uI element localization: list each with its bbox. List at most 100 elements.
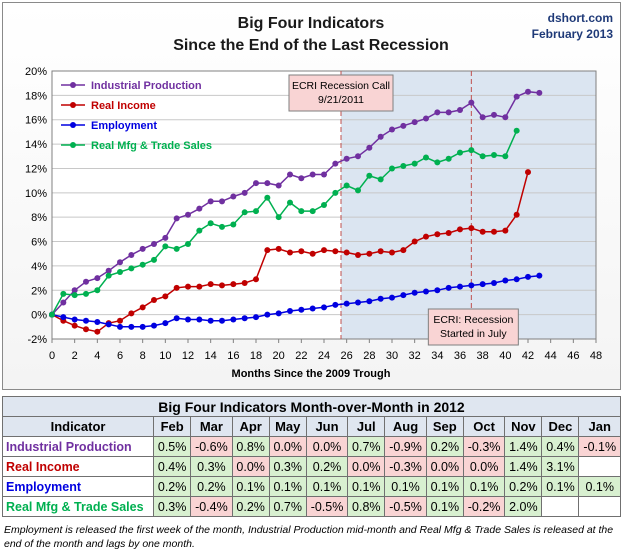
series-point [185,316,191,323]
series-point [253,314,259,321]
series-point [94,287,101,294]
table-cell: -0.1% [578,436,621,457]
series-point [513,127,520,134]
series-point [491,228,497,235]
legend-swatch-marker [70,142,76,148]
series-point [400,122,407,129]
x-axis-label: Months Since the 2009 Trough [232,368,391,380]
x-tick-label: 44 [545,350,557,362]
series-point [241,189,248,196]
series-point [457,149,463,156]
series-point [94,318,101,325]
x-tick-label: 38 [477,350,489,362]
series-point [105,267,112,274]
table-cell [578,496,621,517]
table-cell: 0.2% [190,476,233,497]
series-point [389,165,395,172]
x-tick-label: 46 [567,350,579,362]
series-point [332,189,339,196]
series-point [389,126,395,133]
series-point [298,248,305,255]
table-cell: 0.0% [462,456,506,477]
series-point [275,245,282,252]
table-cell: 0.1% [384,476,427,497]
series-point [162,320,169,327]
column-header: Jun [305,416,349,437]
series-point [230,193,237,200]
series-point [185,240,191,247]
y-tick-label: 2% [31,285,47,297]
series-point [196,316,203,323]
table-cell: 0.1% [231,476,270,497]
y-tick-label: 18% [25,90,47,102]
series-point [275,310,282,317]
table-cell: 0.2% [425,436,464,457]
series-point [491,111,497,118]
series-point [355,153,361,160]
table-cell: 0.1% [305,476,349,497]
recession-shading [341,71,596,339]
table-cell [578,456,621,477]
series-point [366,172,373,179]
series-point [230,281,237,288]
x-tick-label: 6 [117,350,123,362]
series-point [287,249,293,256]
table-cell: 0.0% [231,456,270,477]
month-over-month-table: Big Four Indicators Month-over-Month in … [1,396,621,517]
table-cell: 0.7% [268,496,307,517]
series-point [377,295,384,302]
table-cell: 0.7% [347,436,386,457]
x-tick-label: 48 [590,350,602,362]
series-point [355,187,361,194]
table-row: Real Mfg & Trade Sales 0.3% -0.4% 0.2% 0.7% -… [1,496,621,517]
annotation-box [427,308,519,346]
series-point [411,238,418,245]
series-point [264,311,271,318]
table-header-row: Indicator Feb Mar Apr May Jun Jul Aug Sep Oct Nov D… [1,416,621,437]
legend-swatch-marker [70,102,76,108]
monthly-table-wrapper: Big Four Indicators Month-over-Month in … [1,396,621,517]
x-tick-label: 28 [363,350,375,362]
series-point [321,247,327,254]
series-point [71,316,78,323]
legend-label: Real Mfg & Trade Sales [91,140,212,152]
series-point [196,283,203,290]
series-point [332,160,339,167]
row-label: Employment [1,476,155,497]
x-tick-label: 34 [431,350,443,362]
footnote: Employment is released the first week of… [4,524,614,550]
series-point [196,227,203,234]
x-tick-label: 10 [159,350,171,362]
annotation-text: Started in July [440,328,507,340]
series-point [207,317,214,324]
table-row: Industrial Production 0.5% -0.6% 0.8% 0.0% 0.… [1,436,621,457]
annotation-box [288,74,394,112]
table-cell: 0.0% [425,456,464,477]
series-point [536,272,543,279]
series-point [445,155,452,162]
table-cell: 0.1% [425,476,464,497]
series-point [128,251,135,258]
table-cell: 0.4% [541,436,580,457]
series-point [275,214,282,221]
chart-title: Big Four Indicators [238,15,385,32]
table-cell: 0.0% [305,436,349,457]
series-point [468,225,475,232]
series-point [343,300,350,307]
series-point [219,223,225,230]
series-point [162,243,169,250]
series-point [309,250,316,257]
table-row: Real Income 0.4% 0.3% 0.0% 0.3% 0.2% 0.0% -0.3%… [1,456,621,477]
series-point [219,282,225,289]
series-point [162,234,169,241]
table-cell: 1.4% [504,456,543,477]
table-cell: 0.8% [231,436,270,457]
table-cell: 0.5% [153,436,192,457]
x-tick-label: 22 [295,350,307,362]
x-tick-label: 14 [205,350,217,362]
y-tick-label: -2% [27,334,47,346]
x-tick-label: 0 [49,350,55,362]
table-row: Employment 0.2% 0.2% 0.1% 0.1% 0.1% 0.1% 0.1% 0.… [1,476,621,497]
column-header: Jan [578,416,621,437]
series-point [298,306,305,313]
